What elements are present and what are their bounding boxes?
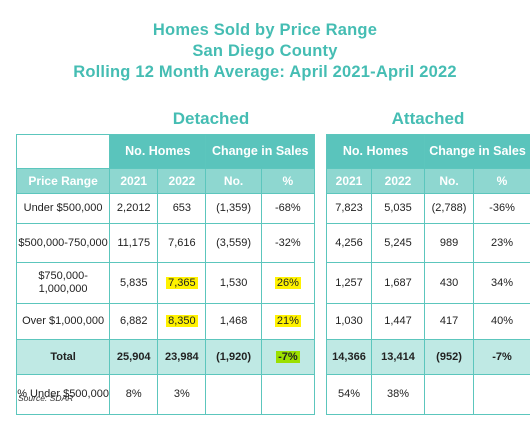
col-pct: % [260, 168, 316, 194]
col-price-range: Price Range [15, 168, 111, 194]
table-row: 54% 38% [326, 374, 530, 415]
cell-pct: 34% [473, 262, 530, 304]
cell-no: 1,530 [205, 262, 262, 304]
col-2021: 2021 [326, 168, 372, 194]
cell-2021: 1,030 [326, 303, 372, 340]
cell-2021: 6,882 [109, 303, 159, 340]
table-row: 7,823 5,035 (2,788) -36% [326, 193, 530, 224]
cell-2021: 14,366 [326, 339, 372, 375]
cell-2022: 23,984 [157, 339, 207, 375]
attached-title: Attached [391, 109, 465, 128]
cell-2021: 5,835 [109, 262, 159, 304]
col-2022: 2022 [370, 168, 426, 194]
table-row: $500,000-750,000 11,175 7,616 (3,559) -3… [15, 223, 316, 263]
report-title: Homes Sold by Price Range San Diego Coun… [0, 20, 530, 83]
cell-2022: 3% [157, 374, 207, 415]
table-row: $750,000-1,000,000 5,835 7,365 1,530 26% [15, 262, 316, 304]
cell-pct: -36% [473, 193, 530, 224]
cell-no [205, 374, 262, 415]
cell-pct: -32% [260, 223, 316, 263]
row-label: Total [15, 339, 111, 375]
cell-pct: 40% [473, 303, 530, 340]
cell-no: 430 [424, 262, 475, 304]
table-row: 1,030 1,447 417 40% [326, 303, 530, 340]
source-note: Source: SDAR [18, 393, 74, 403]
cell-2022: 7,616 [157, 223, 207, 263]
row-label: $500,000-750,000 [15, 223, 111, 263]
cell-pct: -7% [260, 339, 316, 375]
cell-2022: 5,245 [370, 223, 426, 263]
col-no: No. [205, 168, 262, 194]
total-row: 14,366 13,414 (952) -7% [326, 339, 530, 375]
cell-2022: 1,687 [370, 262, 426, 304]
table-row: 4,256 5,245 989 23% [326, 223, 530, 263]
cell-2022: 38% [370, 374, 426, 415]
table-row: Over $1,000,000 6,882 8,350 1,468 21% [15, 303, 316, 340]
cell-2021: 2,2012 [109, 193, 159, 224]
cell-2022: 653 [157, 193, 207, 224]
highlighted-value: 26% [274, 276, 301, 289]
cell-2022: 1,447 [370, 303, 426, 340]
cell-2022: 13,414 [370, 339, 426, 375]
attached-table: No. Homes Change in Sales 2021 2022 No. … [325, 134, 530, 415]
detached-title: Detached [172, 109, 250, 128]
col-pct: % [473, 168, 530, 194]
cell-no: (3,559) [205, 223, 262, 263]
title-line-1: Homes Sold by Price Range [152, 21, 378, 39]
cell-2021: 8% [109, 374, 159, 415]
cell-2021: 25,904 [109, 339, 159, 375]
corner-blank [15, 134, 111, 169]
cell-no: (1,920) [205, 339, 262, 375]
title-line-2: San Diego County [192, 42, 338, 60]
row-label: $750,000-1,000,000 [15, 262, 111, 304]
total-row: Total 25,904 23,984 (1,920) -7% [15, 339, 316, 375]
cell-pct [473, 374, 530, 415]
detached-header-change: Change in Sales [205, 134, 315, 169]
cell-2021: 11,175 [109, 223, 159, 263]
cell-2022: 5,035 [370, 193, 426, 224]
col-no: No. [424, 168, 475, 194]
cell-2021: 1,257 [326, 262, 372, 304]
table-row: % Under $500,000 8% 3% [15, 374, 316, 415]
cell-pct: -68% [260, 193, 316, 224]
col-2021: 2021 [109, 168, 159, 194]
detached-table: No. Homes Change in Sales Price Range 20… [15, 134, 316, 415]
row-label: Under $500,000 [15, 193, 111, 224]
cell-2021: 4,256 [326, 223, 372, 263]
cell-no: 1,468 [205, 303, 262, 340]
cell-no: 417 [424, 303, 475, 340]
highlighted-value: 21% [274, 315, 301, 327]
title-line-3: Rolling 12 Month Average: April 2021-Apr… [73, 63, 457, 81]
cell-pct: -7% [473, 339, 530, 375]
row-label: Over $1,000,000 [15, 303, 111, 340]
cell-pct [260, 374, 316, 415]
highlighted-value: 8,350 [166, 315, 198, 327]
table-row: 1,257 1,687 430 34% [326, 262, 530, 304]
cell-no [424, 374, 475, 415]
cell-2022: 8,350 [157, 303, 207, 340]
cell-pct: 23% [473, 223, 530, 263]
highlighted-value: 7,365 [166, 276, 198, 289]
cell-pct: 26% [260, 262, 316, 304]
table-row: Under $500,000 2,2012 653 (1,359) -68% [15, 193, 316, 224]
attached-header-no-homes: No. Homes [325, 134, 426, 169]
cell-no: (952) [424, 339, 475, 375]
attached-header-change: Change in Sales [424, 134, 530, 169]
cell-no: (1,359) [205, 193, 262, 224]
cell-2022: 7,365 [157, 262, 207, 304]
cell-pct: 21% [260, 303, 316, 340]
detached-header-no-homes: No. Homes [109, 134, 207, 169]
cell-no: (2,788) [424, 193, 475, 224]
highlighted-value: -7% [276, 350, 300, 363]
cell-no: 989 [424, 223, 475, 263]
row-label: % Under $500,000 [15, 374, 111, 415]
cell-2021: 54% [326, 374, 372, 415]
col-2022: 2022 [157, 168, 207, 194]
cell-2021: 7,823 [326, 193, 372, 224]
